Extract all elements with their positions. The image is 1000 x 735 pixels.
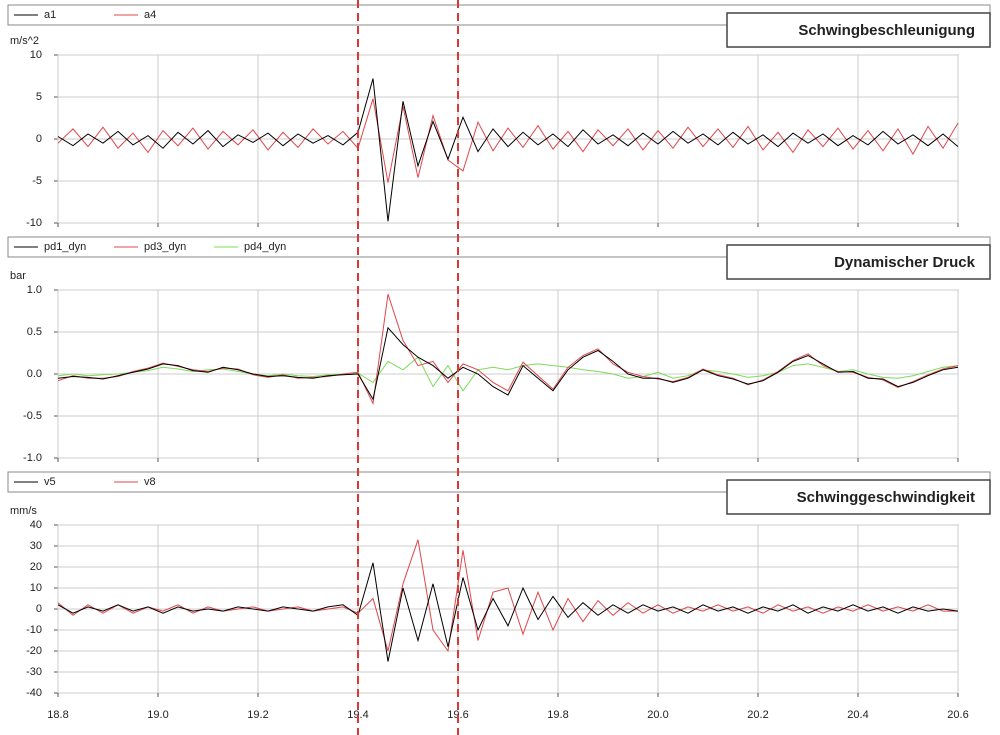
- x-tick-label: 20.6: [947, 709, 968, 721]
- legend-label: pd4_dyn: [244, 241, 286, 253]
- data-line: [57, 539, 958, 653]
- x-tick-label: 20.2: [747, 709, 768, 721]
- y-tick-label: -1.0: [23, 452, 42, 464]
- legend-label: pd1_dyn: [44, 241, 86, 253]
- y-tick-label: 20: [30, 561, 42, 573]
- y-tick-label: 10: [30, 582, 42, 594]
- y-tick-label: -10: [26, 624, 42, 636]
- y-tick-label: 0: [36, 603, 42, 615]
- y-tick-label: 1.0: [27, 284, 42, 296]
- y-unit-label: bar: [10, 270, 26, 282]
- legend-label: v8: [144, 476, 156, 488]
- y-tick-label: -30: [26, 666, 42, 678]
- x-tick-label: 19.4: [347, 709, 368, 721]
- y-tick-label: 40: [30, 519, 42, 531]
- y-tick-label: 0.5: [27, 326, 42, 338]
- y-tick-label: 0: [36, 133, 42, 145]
- title-box: [726, 479, 991, 515]
- y-tick-label: -10: [26, 217, 42, 229]
- x-tick-label: 19.8: [547, 709, 568, 721]
- y-tick-label: 30: [30, 540, 42, 552]
- data-line: [57, 326, 959, 401]
- legend-label: pd3_dyn: [144, 241, 186, 253]
- chart-title: Schwinggeschwindigkeit: [797, 489, 975, 506]
- x-tick-label: 20.4: [847, 709, 868, 721]
- data-line: [57, 562, 959, 662]
- y-unit-label: m/s^2: [10, 35, 39, 47]
- x-tick-label: 20.0: [647, 709, 668, 721]
- y-tick-label: 0.0: [27, 368, 42, 380]
- legend-label: a1: [44, 9, 56, 21]
- y-tick-label: -40: [26, 687, 42, 699]
- x-tick-label: 19.2: [247, 709, 268, 721]
- y-tick-label: 10: [30, 49, 42, 61]
- data-line: [57, 294, 959, 406]
- chart-title: Schwingbeschleunigung: [798, 22, 975, 39]
- y-tick-label: -0.5: [23, 410, 42, 422]
- data-line: [57, 356, 959, 392]
- title-box: [726, 12, 991, 48]
- title-box: [726, 244, 991, 280]
- data-line: [57, 98, 959, 183]
- y-tick-label: -5: [32, 175, 42, 187]
- x-tick-label: 19.0: [147, 709, 168, 721]
- y-unit-label: mm/s: [10, 505, 37, 517]
- y-tick-label: -20: [26, 645, 42, 657]
- y-tick-label: 5: [36, 91, 42, 103]
- chart-title: Dynamischer Druck: [834, 254, 976, 271]
- legend-label: v5: [44, 476, 56, 488]
- legend-label: a4: [144, 9, 156, 21]
- x-tick-label: 18.8: [47, 709, 68, 721]
- x-tick-label: 19.6: [447, 709, 468, 721]
- data-line: [57, 78, 959, 222]
